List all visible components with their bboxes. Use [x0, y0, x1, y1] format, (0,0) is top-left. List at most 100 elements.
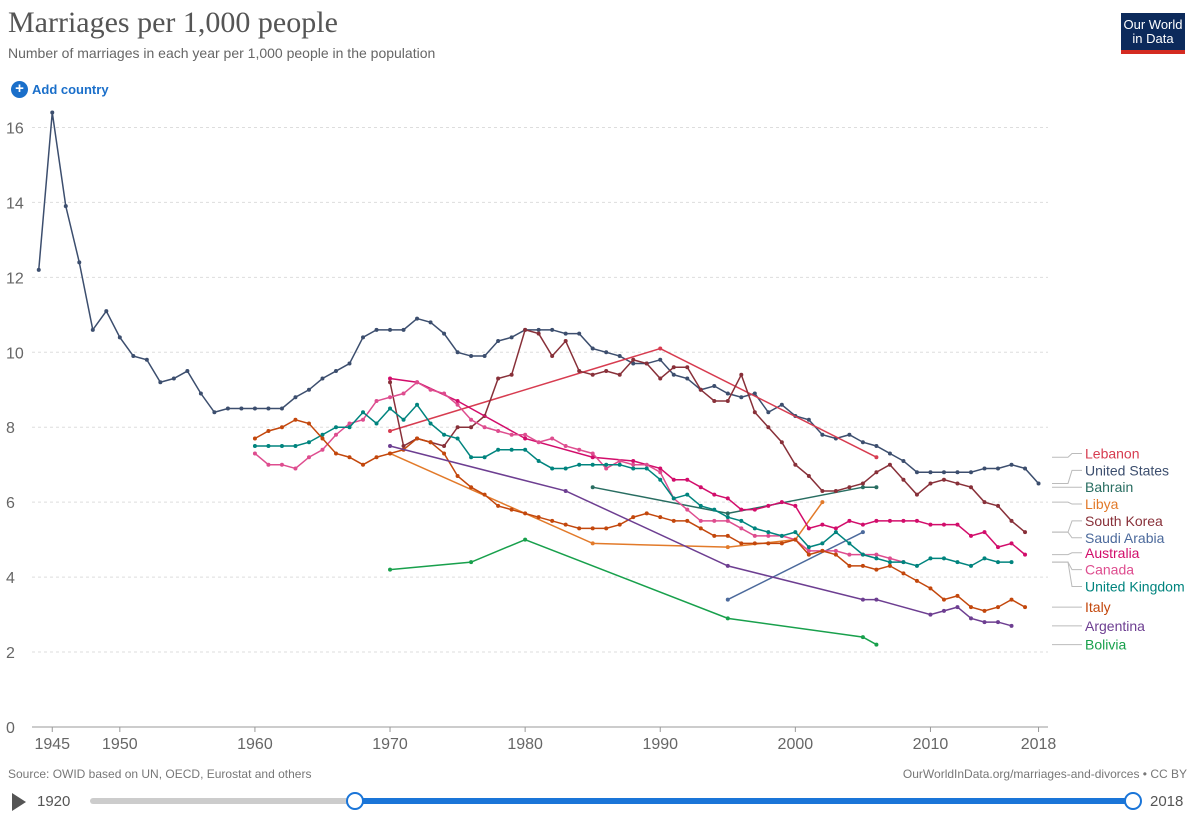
data-point — [887, 556, 892, 561]
data-point — [279, 406, 284, 411]
data-point — [766, 533, 771, 538]
data-point — [793, 462, 798, 467]
data-point — [536, 440, 541, 445]
data-point — [752, 526, 757, 531]
data-point — [320, 436, 325, 441]
series-line — [389, 538, 877, 646]
chart-subtitle: Number of marriages in each year per 1,0… — [8, 45, 436, 61]
data-point — [388, 567, 393, 572]
data-point — [590, 526, 595, 531]
data-point — [833, 526, 838, 531]
data-point — [388, 327, 393, 332]
data-point — [685, 507, 690, 512]
data-point — [860, 522, 865, 527]
license-label: • CC BY — [1139, 767, 1187, 781]
data-point — [550, 354, 555, 359]
data-point — [725, 399, 730, 404]
data-point — [171, 376, 176, 381]
data-point — [874, 518, 879, 523]
data-point — [914, 470, 919, 475]
credit-link[interactable]: OurWorldInData.org/marriages-and-divorce… — [902, 767, 1140, 781]
data-point — [725, 616, 730, 621]
data-point — [374, 455, 379, 460]
data-point — [482, 354, 487, 359]
data-point — [469, 485, 474, 490]
data-point — [820, 432, 825, 437]
data-point — [766, 410, 771, 415]
data-point — [347, 455, 352, 460]
x-tick-label-1950: 1950 — [102, 736, 138, 753]
chart-title: Marriages per 1,000 people — [8, 6, 338, 39]
data-point — [455, 402, 460, 407]
data-point — [955, 522, 960, 527]
data-point — [401, 327, 406, 332]
data-point — [941, 522, 946, 527]
data-point — [631, 357, 636, 362]
data-point — [820, 548, 825, 553]
y-tick-label-16: 16 — [6, 120, 24, 137]
data-point — [887, 451, 892, 456]
data-point — [1009, 518, 1014, 523]
data-point — [739, 507, 744, 512]
data-point — [658, 376, 663, 381]
data-point — [563, 522, 568, 527]
data-point — [347, 425, 352, 430]
add-country-button[interactable]: + Add country — [11, 81, 109, 98]
data-point — [725, 515, 730, 520]
data-point — [658, 357, 663, 362]
data-point — [698, 518, 703, 523]
y-axis-ticks: 0 2 4 6 8 10 12 14 16 — [6, 120, 24, 737]
data-point — [955, 481, 960, 486]
data-point — [928, 470, 933, 475]
x-tick-label-2010: 2010 — [913, 736, 949, 753]
series-label: Lebanon — [1085, 445, 1140, 461]
series-bolivia — [388, 537, 879, 647]
data-point — [455, 425, 460, 430]
data-point — [1023, 605, 1028, 610]
data-point — [847, 518, 852, 523]
credit-note: OurWorldInData.org/marriages-and-divorce… — [903, 767, 1187, 781]
data-point — [550, 436, 555, 441]
data-point — [874, 567, 879, 572]
data-point — [577, 447, 582, 452]
data-point — [617, 458, 622, 463]
data-point — [401, 391, 406, 396]
data-point — [766, 425, 771, 430]
data-point — [671, 477, 676, 482]
data-point — [590, 485, 595, 490]
label-connector — [1052, 552, 1082, 556]
data-point — [1036, 481, 1041, 486]
y-tick-label-12: 12 — [6, 270, 24, 287]
data-point — [887, 560, 892, 565]
data-point — [996, 466, 1001, 471]
data-point — [631, 462, 636, 467]
data-point — [617, 462, 622, 467]
data-point — [658, 466, 663, 471]
x-tick-label-1960: 1960 — [237, 736, 273, 753]
play-icon[interactable] — [12, 793, 26, 811]
series-line — [389, 377, 1026, 556]
data-point — [928, 612, 933, 617]
data-point — [968, 470, 973, 475]
data-point — [306, 387, 311, 392]
data-point — [968, 616, 973, 621]
timeline-end-handle[interactable] — [1124, 792, 1142, 810]
series-lines — [36, 110, 1041, 647]
timeline-start-handle[interactable] — [346, 792, 364, 810]
owid-logo[interactable]: Our World in Data — [1121, 13, 1185, 54]
data-point — [496, 339, 501, 344]
data-point — [442, 432, 447, 437]
data-point — [820, 488, 825, 493]
label-connector — [1052, 452, 1082, 458]
data-point — [523, 447, 528, 452]
label-connector — [1052, 469, 1082, 484]
series-bahrain — [590, 485, 879, 516]
data-point — [415, 380, 420, 385]
y-tick-label-0: 0 — [6, 720, 15, 737]
data-point — [806, 473, 811, 478]
label-connector — [1052, 501, 1082, 505]
data-point — [63, 204, 68, 209]
data-point — [333, 451, 338, 456]
data-point — [604, 462, 609, 467]
data-point — [523, 537, 528, 542]
